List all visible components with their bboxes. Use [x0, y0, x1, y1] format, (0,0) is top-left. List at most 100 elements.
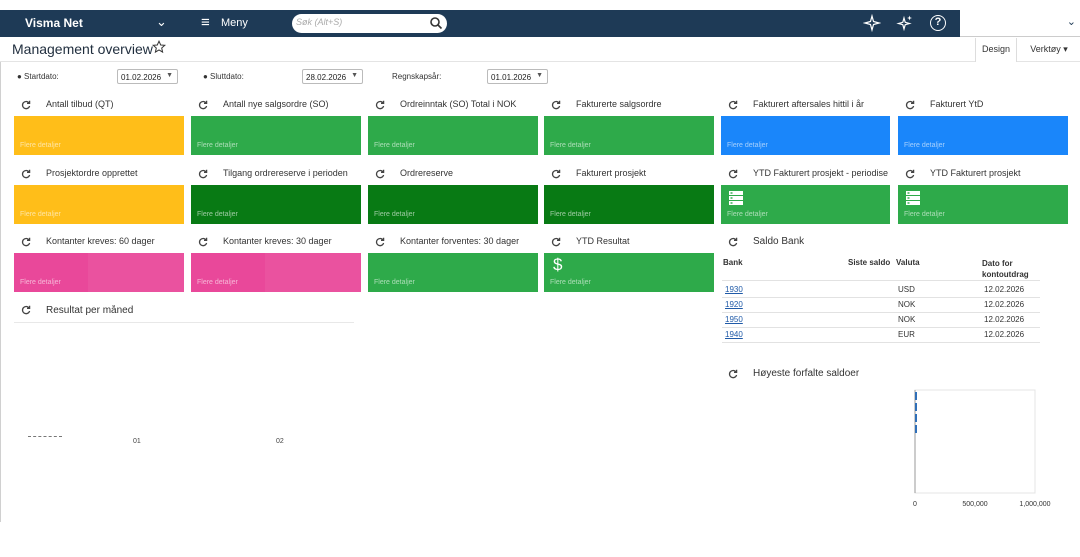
- hamburger-menu-icon[interactable]: ≡: [201, 14, 210, 31]
- refresh-icon[interactable]: [728, 369, 738, 379]
- statement-date-cell: 12.02.2026: [984, 315, 1025, 324]
- kpi-tile-ytd-fakturert-prosjekt[interactable]: Flere detaljer: [898, 185, 1068, 224]
- refresh-icon[interactable]: [21, 237, 31, 247]
- kpi-tile-fakturert-aftersales-hittil-i-a-r[interactable]: Flere detaljer: [721, 116, 890, 155]
- refresh-icon[interactable]: [198, 237, 208, 247]
- chevron-down-icon: ▼: [351, 72, 358, 79]
- kpi-tile-ytd-fakturert-prosjekt-periodisert[interactable]: Flere detaljer: [721, 185, 890, 224]
- refresh-icon[interactable]: [198, 169, 208, 179]
- end-date-value: 28.02.2026: [306, 73, 347, 82]
- tile-details-link[interactable]: Flere detaljer: [550, 211, 591, 218]
- refresh-icon[interactable]: [551, 169, 561, 179]
- tile-shade: [88, 253, 184, 292]
- kpi-tile-tilgang-ordrereserve-i-perioden[interactable]: Flere detaljer: [191, 185, 361, 224]
- kpi-tile-ytd-resultat[interactable]: $ Flere detaljer: [544, 253, 714, 292]
- column-header-bank[interactable]: Bank: [723, 258, 743, 267]
- bank-account-link[interactable]: 1950: [725, 315, 743, 324]
- bank-account-link[interactable]: 1930: [725, 285, 743, 294]
- menu-button[interactable]: Meny: [221, 17, 248, 29]
- chevron-down-icon[interactable]: ⌄: [156, 14, 167, 29]
- search-input[interactable]: Søk (Alt+S): [292, 14, 447, 33]
- refresh-icon[interactable]: [21, 305, 31, 315]
- fiscal-year-value: 01.01.2026: [491, 73, 532, 82]
- chevron-down-icon[interactable]: ⌄: [1066, 16, 1076, 28]
- refresh-icon[interactable]: [905, 169, 915, 179]
- refresh-icon[interactable]: [21, 100, 31, 110]
- sparkle-icon[interactable]: [863, 14, 881, 32]
- table-divider: [722, 280, 1040, 281]
- kpi-tile-kontanter-forventes-30-dager[interactable]: Flere detaljer: [368, 253, 538, 292]
- design-button[interactable]: Design: [975, 38, 1017, 62]
- tile-details-link[interactable]: Flere detaljer: [374, 279, 415, 286]
- refresh-icon[interactable]: [728, 237, 738, 247]
- widget-title-antall-tilbud-qt: Antall tilbud (QT): [46, 99, 114, 109]
- chart-tick-label: 0: [913, 501, 917, 508]
- company-selector[interactable]: Visma Net: [25, 16, 83, 30]
- widget-title-fakturert-prosjekt: Fakturert prosjekt: [576, 168, 647, 178]
- widget-divider: [14, 322, 354, 323]
- chart-bar[interactable]: [915, 392, 917, 400]
- chart-bar[interactable]: [915, 403, 917, 411]
- refresh-icon[interactable]: [21, 169, 31, 179]
- kpi-tile-ordreinntak-so-total-i-nok[interactable]: Flere detaljer: [368, 116, 538, 155]
- end-date-select[interactable]: 28.02.2026 ▼: [302, 69, 363, 84]
- column-header-currency[interactable]: Valuta: [896, 258, 920, 267]
- kpi-tile-antall-nye-salgsordre-so[interactable]: Flere detaljer: [191, 116, 361, 155]
- kpi-tile-fakturert-ytd[interactable]: Flere detaljer: [898, 116, 1068, 155]
- user-area[interactable]: ⌄: [960, 10, 1080, 37]
- tile-details-link[interactable]: Flere detaljer: [727, 142, 768, 149]
- refresh-icon[interactable]: [728, 169, 738, 179]
- fiscal-year-select[interactable]: 01.01.2026 ▼: [487, 69, 548, 84]
- tile-details-link[interactable]: Flere detaljer: [374, 142, 415, 149]
- widget-title-ordreinntak-so-total-i-nok: Ordreinntak (SO) Total i NOK: [400, 99, 517, 109]
- tile-details-link[interactable]: Flere detaljer: [197, 279, 238, 286]
- column-header-last-balance[interactable]: Siste saldo: [848, 258, 891, 267]
- start-date-select[interactable]: 01.02.2026 ▼: [117, 69, 178, 84]
- widget-title-kontanter-kreves-30-dager: Kontanter kreves: 30 dager: [223, 236, 332, 246]
- widget-title-ordrereserve: Ordrereserve: [400, 168, 454, 178]
- bank-account-link[interactable]: 1940: [725, 330, 743, 339]
- refresh-icon[interactable]: [551, 100, 561, 110]
- chart-bar[interactable]: [915, 425, 917, 433]
- tile-details-link[interactable]: Flere detaljer: [374, 211, 415, 218]
- tile-details-link[interactable]: Flere detaljer: [904, 211, 945, 218]
- tile-details-link[interactable]: Flere detaljer: [197, 211, 238, 218]
- tile-details-link[interactable]: Flere detaljer: [550, 279, 591, 286]
- refresh-icon[interactable]: [375, 237, 385, 247]
- chevron-down-icon: ▼: [166, 72, 173, 79]
- kpi-tile-fakturerte-salgsordre[interactable]: Flere detaljer: [544, 116, 714, 155]
- kpi-tile-kontanter-kreves-30-dager[interactable]: Flere detaljer: [191, 253, 361, 292]
- refresh-icon[interactable]: [905, 100, 915, 110]
- server-stack-icon: [906, 191, 920, 205]
- kpi-tile-ordrereserve[interactable]: Flere detaljer: [368, 185, 538, 224]
- refresh-icon[interactable]: [551, 237, 561, 247]
- kpi-tile-prosjektordre-opprettet[interactable]: Flere detaljer: [14, 185, 184, 224]
- ai-assistant-icon[interactable]: [896, 14, 914, 32]
- tile-details-link[interactable]: Flere detaljer: [197, 142, 238, 149]
- favorite-star-icon[interactable]: [152, 40, 166, 54]
- tile-details-link[interactable]: Flere detaljer: [20, 142, 61, 149]
- refresh-icon[interactable]: [198, 100, 208, 110]
- refresh-icon[interactable]: [375, 169, 385, 179]
- kpi-tile-antall-tilbud-qt[interactable]: Flere detaljer: [14, 116, 184, 155]
- refresh-icon[interactable]: [375, 100, 385, 110]
- tile-details-link[interactable]: Flere detaljer: [20, 279, 61, 286]
- server-stack-icon: [729, 191, 743, 205]
- chart-frame: [914, 389, 1036, 494]
- search-icon[interactable]: [429, 16, 443, 30]
- widget-title-prosjektordre-opprettet: Prosjektordre opprettet: [46, 168, 138, 178]
- bank-account-link[interactable]: 1920: [725, 300, 743, 309]
- tile-details-link[interactable]: Flere detaljer: [904, 142, 945, 149]
- column-header-statement-date[interactable]: Dato for kontoutdrag: [982, 259, 1029, 279]
- tile-details-link[interactable]: Flere detaljer: [550, 142, 591, 149]
- chart-bar[interactable]: [915, 414, 917, 422]
- kpi-tile-kontanter-kreves-60-dager[interactable]: Flere detaljer: [14, 253, 184, 292]
- refresh-icon[interactable]: [728, 100, 738, 110]
- tile-details-link[interactable]: Flere detaljer: [20, 211, 61, 218]
- help-icon[interactable]: ?: [930, 15, 946, 31]
- currency-cell: NOK: [898, 315, 916, 324]
- tile-details-link[interactable]: Flere detaljer: [727, 211, 768, 218]
- kpi-tile-fakturert-prosjekt[interactable]: Flere detaljer: [544, 185, 714, 224]
- table-row-divider: [722, 297, 1040, 298]
- tools-button[interactable]: Verktøy ▾: [1030, 44, 1068, 54]
